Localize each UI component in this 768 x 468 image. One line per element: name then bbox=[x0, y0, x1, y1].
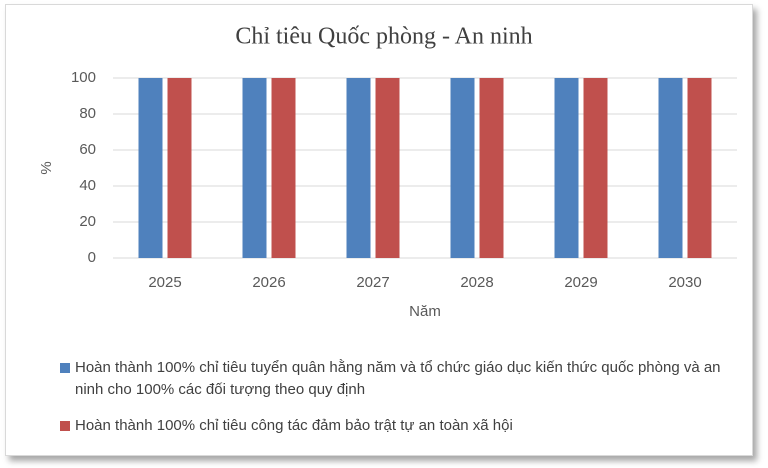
y-tick-label: 60 bbox=[79, 141, 96, 158]
bar bbox=[138, 78, 163, 258]
bar bbox=[658, 78, 683, 258]
y-axis-label: % bbox=[38, 161, 55, 174]
legend-item: Hoàn thành 100% chỉ tiêu tuyển quân hằng… bbox=[60, 357, 745, 401]
y-tick-label: 80 bbox=[79, 105, 96, 122]
bar bbox=[554, 78, 579, 258]
x-tick-label: 2030 bbox=[668, 274, 701, 291]
x-axis-label: Năm bbox=[409, 303, 441, 320]
legend-item: Hoàn thành 100% chỉ tiêu công tác đảm bả… bbox=[60, 415, 745, 437]
y-tick-label: 20 bbox=[79, 213, 96, 230]
x-tick-label: 2025 bbox=[148, 274, 181, 291]
bar bbox=[450, 78, 475, 258]
legend-label: Hoàn thành 100% chỉ tiêu công tác đảm bả… bbox=[75, 417, 513, 434]
bar bbox=[479, 78, 504, 258]
legend-swatch bbox=[60, 363, 70, 373]
y-tick-label: 100 bbox=[71, 69, 96, 86]
bar bbox=[583, 78, 608, 258]
legend-label: Hoàn thành 100% chỉ tiêu tuyển quân hằng… bbox=[75, 359, 721, 398]
x-tick-label: 2026 bbox=[252, 274, 285, 291]
y-tick-label: 0 bbox=[88, 249, 96, 266]
bar bbox=[687, 78, 712, 258]
legend-swatch bbox=[60, 421, 70, 431]
x-tick-label: 2029 bbox=[564, 274, 597, 291]
y-tick-label: 40 bbox=[79, 177, 96, 194]
chart-title: Chỉ tiêu Quốc phòng - An ninh bbox=[235, 24, 532, 50]
x-tick-label: 2028 bbox=[460, 274, 493, 291]
bar bbox=[346, 78, 371, 258]
bar bbox=[167, 78, 192, 258]
bar bbox=[242, 78, 267, 258]
x-tick-label: 2027 bbox=[356, 274, 389, 291]
bar bbox=[271, 78, 296, 258]
bar bbox=[375, 78, 400, 258]
